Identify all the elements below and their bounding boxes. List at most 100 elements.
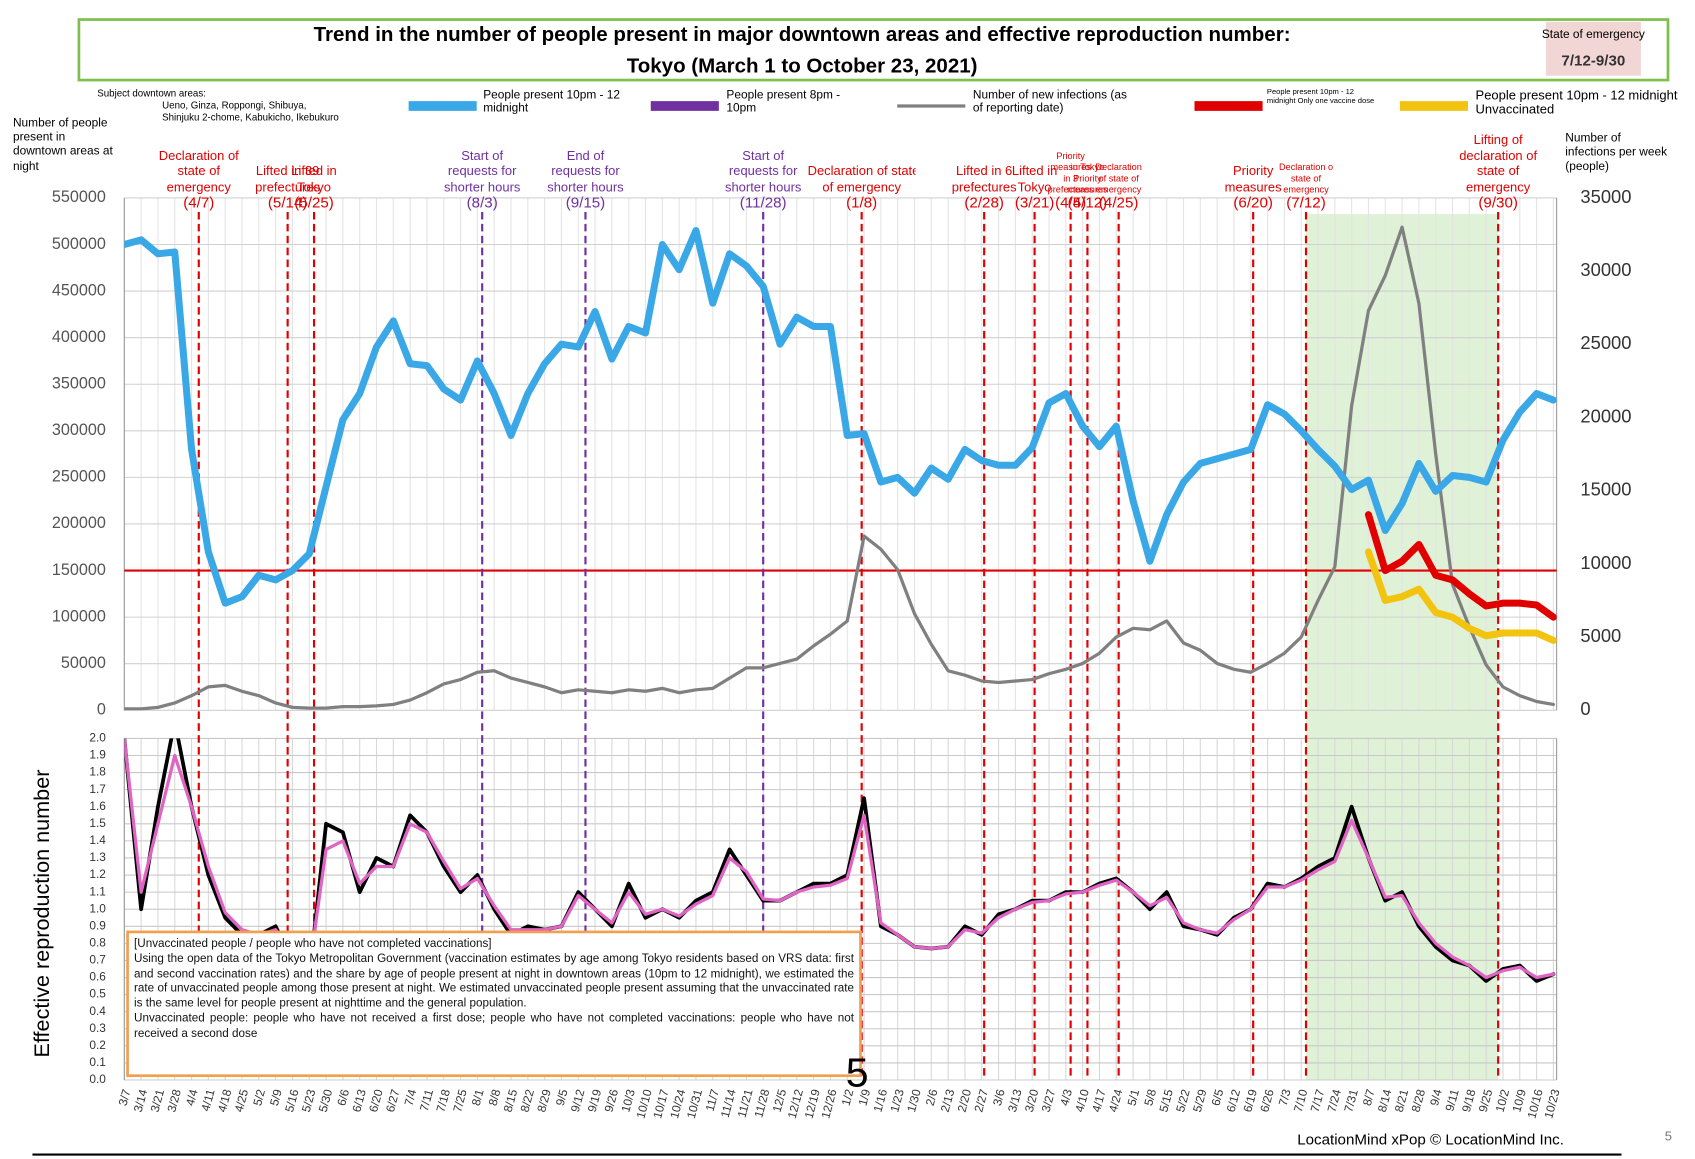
x-tick-label: 1/9 bbox=[855, 1087, 873, 1107]
x-tick-label: 4/11 bbox=[198, 1087, 217, 1112]
y2-tick-label: 30000 bbox=[1580, 259, 1631, 280]
event-text: Priority bbox=[1073, 172, 1102, 184]
legend-label-box: People present 8pm - 10pm bbox=[726, 89, 867, 124]
x-tick-label: 6/12 bbox=[1224, 1088, 1244, 1114]
x-tick-label: 2/13 bbox=[938, 1087, 958, 1113]
x-tick-label: 10/2 bbox=[1493, 1088, 1513, 1114]
event-text: in 3 bbox=[1063, 172, 1079, 184]
event-annotation-box: Start of requests for shorter hours bbox=[428, 104, 536, 195]
rt-line bbox=[124, 738, 1556, 980]
event-text: requests for bbox=[551, 163, 620, 179]
x-tick-label: 5/8 bbox=[1141, 1087, 1159, 1107]
event-text: Lifted in bbox=[291, 163, 337, 179]
x-tick-label: 6/19 bbox=[1240, 1087, 1260, 1113]
y-tick-label: 250000 bbox=[52, 468, 106, 486]
x-tick-label: 4/18 bbox=[215, 1087, 235, 1113]
event-text: Declaration of bbox=[158, 147, 239, 164]
x-tick-label: 8/7 bbox=[1360, 1088, 1378, 1108]
event-date: (4/5) bbox=[1055, 194, 1086, 211]
y-tick-label: 50000 bbox=[61, 654, 106, 672]
event-annotation-box: End of requests for shorter hours bbox=[531, 104, 639, 195]
event-annotation-box: Lifted in Tokyo bbox=[260, 104, 368, 195]
event-date: (2/28) bbox=[964, 194, 1004, 211]
x-tick-label: 4/4 bbox=[183, 1087, 201, 1107]
event-text: measures bbox=[1050, 161, 1091, 173]
y2-tick-label: 25000 bbox=[1580, 332, 1631, 353]
lower-y-tick-label: 1.2 bbox=[89, 867, 106, 881]
event-text: measures bbox=[1224, 179, 1282, 195]
event-text: Declaration of bbox=[1278, 161, 1334, 173]
legend-text: Number of new infections (as of reportin… bbox=[972, 88, 1127, 115]
lower-y-axis-title: Effective reproduction number bbox=[29, 770, 54, 1058]
x-tick-label: 4/10 bbox=[1072, 1087, 1092, 1113]
x-tick-label: 4/24 bbox=[1106, 1087, 1126, 1113]
event-text: state of bbox=[177, 163, 221, 179]
y2-tick-label: 0 bbox=[1580, 698, 1590, 719]
x-tick-label: 7/11 bbox=[417, 1087, 436, 1112]
x-tick-label: 2/27 bbox=[971, 1088, 991, 1114]
x-tick-label: 3/6 bbox=[990, 1087, 1008, 1107]
event-text: emergency bbox=[1283, 183, 1329, 195]
lower-y-tick-label: 0.8 bbox=[89, 936, 106, 950]
x-tick-label: 11/7 bbox=[703, 1088, 722, 1113]
series-line bbox=[1364, 548, 1557, 644]
x-tick-label: 3/7 bbox=[116, 1088, 134, 1108]
legend-label-box: Number of new infections (as of reportin… bbox=[973, 89, 1135, 124]
y-axis-title: Number of people present in downtown are… bbox=[13, 117, 116, 182]
x-tick-label: 3/21 bbox=[148, 1087, 168, 1113]
lower-y-tick-label: 0.5 bbox=[89, 987, 106, 1001]
event-date: (4/7) bbox=[183, 194, 214, 211]
legend-text: People present 10pm - 12 midnight Unvacc… bbox=[1475, 88, 1678, 118]
event-annotation-box: Declaration of state of emergency bbox=[1279, 104, 1333, 195]
y-tick-label: 450000 bbox=[52, 281, 106, 299]
x-tick-label: 7/24 bbox=[1324, 1087, 1344, 1113]
x-tick-label: 9/26 bbox=[602, 1087, 622, 1113]
x-tick-label: 5/2 bbox=[250, 1088, 268, 1108]
y-tick-label: 100000 bbox=[52, 607, 106, 625]
event-date: (9/30) bbox=[1478, 194, 1518, 211]
event-text: Lifted in 6 bbox=[956, 163, 1013, 179]
x-tick-label: 8/15 bbox=[501, 1087, 521, 1113]
lower-y-tick-label: 1.0 bbox=[89, 901, 106, 915]
event-text: state of bbox=[1476, 163, 1520, 179]
x-tick-label: 8/28 bbox=[1409, 1087, 1429, 1113]
x-tick-label: 7/10 bbox=[1291, 1087, 1311, 1113]
event-text: measures bbox=[1067, 183, 1108, 195]
x-tick-label: 1/30 bbox=[904, 1087, 924, 1113]
note: [Unvaccinated people / people who have n… bbox=[134, 937, 854, 1040]
event-text: Tokyo bbox=[1017, 179, 1052, 195]
x-tick-label: 3/14 bbox=[131, 1087, 151, 1113]
event-text: of emergency bbox=[822, 179, 901, 195]
x-tick-label: 4/25 bbox=[232, 1087, 252, 1113]
event-annotation-box: Declaration of state of emergency bbox=[1092, 104, 1146, 195]
x-tick-label: 8/29 bbox=[534, 1087, 554, 1113]
x-tick-label: 6/27 bbox=[383, 1088, 403, 1114]
y-tick-label: 550000 bbox=[52, 188, 106, 206]
x-tick-label: 5/22 bbox=[1173, 1088, 1193, 1114]
x-tick-label: 8/1 bbox=[469, 1087, 487, 1107]
event-date: (4/25) bbox=[1099, 194, 1139, 211]
y2-axis-title-text: Number of infections per week (people) bbox=[1565, 131, 1668, 174]
lower-y-tick-label: 0.4 bbox=[89, 1004, 106, 1018]
x-tick-label: 7/17 bbox=[1308, 1088, 1328, 1114]
y2-axis-title-box: Number of infections per week (people) bbox=[1565, 132, 1673, 181]
event-text: Declaration bbox=[1095, 161, 1142, 173]
lower-y-tick-label: 0.7 bbox=[89, 953, 106, 967]
event-text: state of bbox=[1290, 172, 1322, 184]
y-tick-label: 0 bbox=[97, 701, 106, 719]
x-tick-label: 12/5 bbox=[770, 1087, 790, 1113]
y-axis-title-box: Number of people present in downtown are… bbox=[13, 117, 116, 182]
legend-label: Number of new infections (as of reportin… bbox=[973, 89, 1135, 124]
x-tick-label: 7/31 bbox=[1341, 1087, 1361, 1113]
chart-title: Trend in the number of people present in… bbox=[314, 23, 1291, 46]
legend-label-box: People present 10pm - 12 midnight Unvacc… bbox=[1476, 89, 1692, 124]
event-text: emergency bbox=[166, 179, 231, 195]
x-tick-label: 5/16 bbox=[282, 1087, 302, 1113]
y-tick-label: 500000 bbox=[52, 235, 106, 253]
note-paragraph: Using the open data of the Tokyo Metropo… bbox=[134, 952, 854, 1011]
event-text: of state of bbox=[1098, 172, 1139, 184]
lower-y-tick-label: 0.6 bbox=[89, 970, 106, 984]
